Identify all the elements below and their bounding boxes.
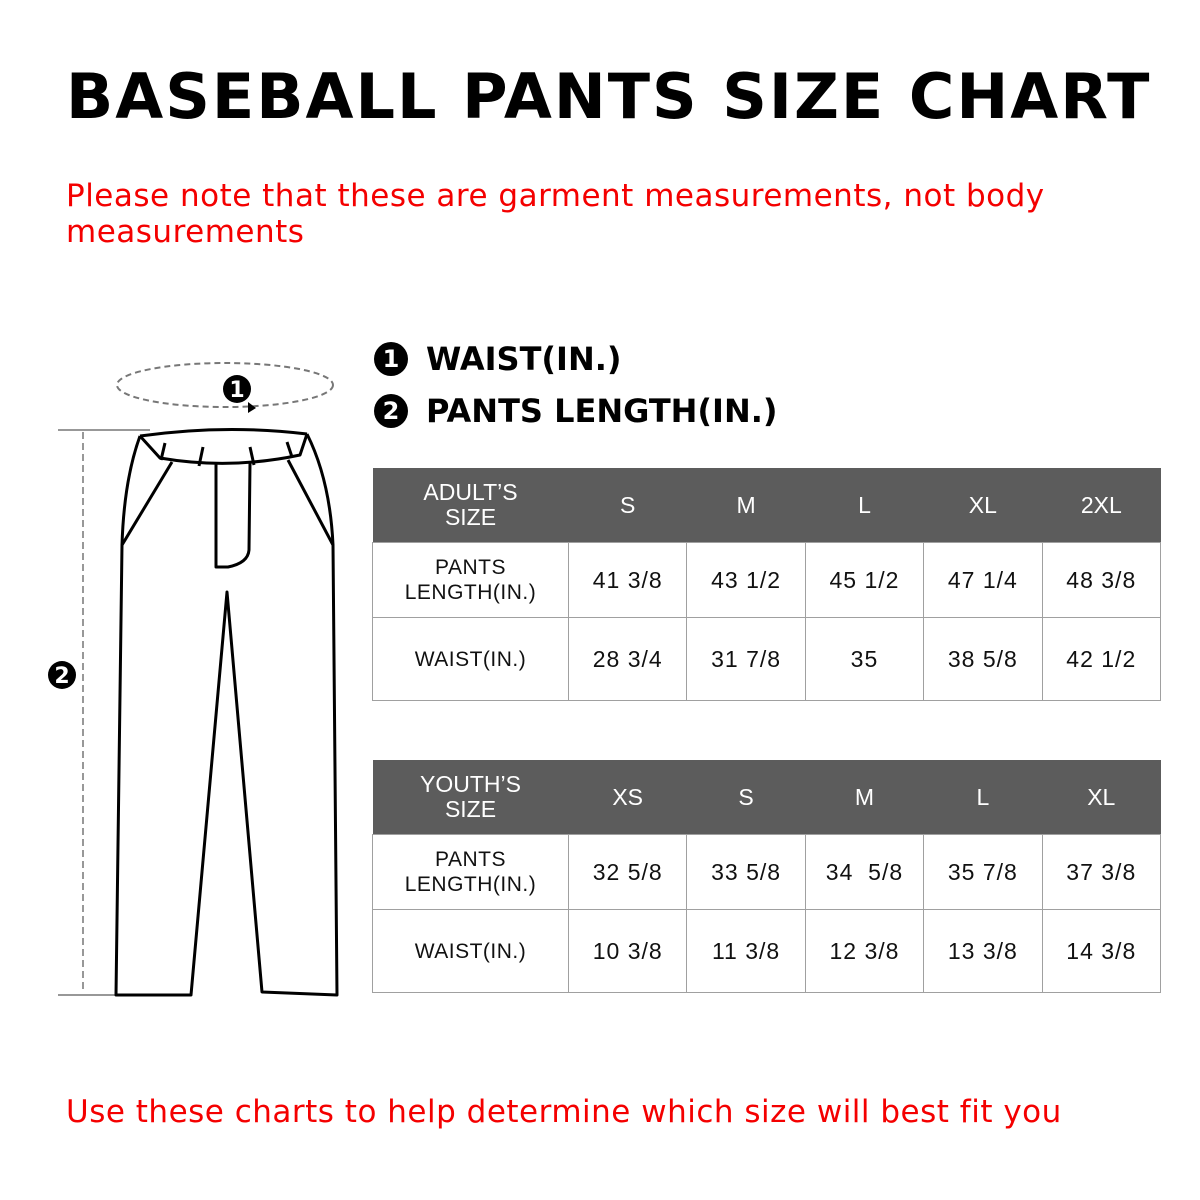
header-cell: L	[923, 760, 1043, 835]
header-cell: M	[686, 468, 806, 543]
table-cell: 14 3/8	[1041, 909, 1162, 993]
legend-label: WAIST(IN.)	[426, 340, 622, 378]
table-cell: 34 5/8	[804, 834, 925, 910]
svg-text:1: 1	[229, 378, 244, 403]
table-row: PANTS LENGTH(IN.) 41 3/8 43 1/2 45 1/2 4…	[372, 542, 1162, 618]
table-row: WAIST(IN.) 28 3/4 31 7/8 35 38 5/8 42 1/…	[372, 617, 1162, 701]
svg-text:2: 2	[54, 664, 69, 689]
row-label: WAIST(IN.)	[372, 617, 569, 701]
table-cell: 37 3/8	[1041, 834, 1162, 910]
circle-1-icon: 1	[374, 342, 408, 376]
arrow-icon	[248, 402, 256, 413]
table-cell: 38 5/8	[923, 617, 1043, 701]
table-cell: 31 7/8	[686, 617, 806, 701]
header-cell: S	[568, 468, 687, 543]
table-row: WAIST(IN.) 10 3/8 11 3/8 12 3/8 13 3/8 1…	[372, 909, 1162, 993]
adult-size-table: ADULT’S SIZE S M L XL 2XL PANTS LENGTH(I…	[372, 468, 1162, 701]
table-cell: 41 3/8	[567, 542, 688, 618]
table-cell: 45 1/2	[804, 542, 925, 618]
youth-size-table: YOUTH’S SIZE XS S M L XL PANTS LENGTH(IN…	[372, 760, 1162, 993]
row-label: PANTS LENGTH(IN.)	[372, 834, 569, 910]
table-cell: 13 3/8	[923, 909, 1043, 993]
table-cell: 42 1/2	[1041, 617, 1162, 701]
row-label: WAIST(IN.)	[372, 909, 569, 993]
table-header-row: YOUTH’S SIZE XS S M L XL	[372, 760, 1161, 835]
table-cell: 43 1/2	[686, 542, 806, 618]
page-title: BASEBALL PANTS SIZE CHART	[66, 60, 1152, 133]
header-cell: L	[805, 468, 924, 543]
header-cell: XL	[1042, 760, 1161, 835]
header-cell: S	[686, 760, 806, 835]
garment-note: Please note that these are garment measu…	[66, 178, 1045, 250]
table-cell: 32 5/8	[567, 834, 688, 910]
header-cell: M	[805, 760, 924, 835]
table-cell: 48 3/8	[1041, 542, 1162, 618]
table-cell: 28 3/4	[567, 617, 688, 701]
circle-2-icon: 2	[48, 661, 76, 689]
legend-length: 2 PANTS LENGTH(IN.)	[374, 392, 778, 430]
legend-label: PANTS LENGTH(IN.)	[426, 392, 778, 430]
header-cell: 2XL	[1042, 468, 1161, 543]
length-measure	[58, 429, 150, 996]
table-cell: 12 3/8	[804, 909, 925, 993]
table-header-row: ADULT’S SIZE S M L XL 2XL	[372, 468, 1161, 543]
header-cell: XL	[923, 468, 1043, 543]
header-cell: ADULT’S SIZE	[372, 468, 569, 543]
pants-diagram: 1 2	[48, 362, 339, 997]
circle-1-icon: 1	[223, 375, 251, 403]
table-row: PANTS LENGTH(IN.) 32 5/8 33 5/8 34 5/8 3…	[372, 834, 1162, 910]
header-cell: YOUTH’S SIZE	[372, 760, 569, 835]
header-cell: XS	[568, 760, 687, 835]
table-cell: 35 7/8	[923, 834, 1043, 910]
pants-outline	[114, 427, 339, 997]
table-cell: 11 3/8	[686, 909, 806, 993]
table-cell: 10 3/8	[567, 909, 688, 993]
table-cell: 33 5/8	[686, 834, 806, 910]
waist-measure-ellipse	[116, 362, 334, 408]
footer-note: Use these charts to help determine which…	[66, 1094, 1062, 1130]
row-label: PANTS LENGTH(IN.)	[372, 542, 569, 618]
table-cell: 35	[804, 617, 925, 701]
table-cell: 47 1/4	[923, 542, 1043, 618]
circle-2-icon: 2	[374, 394, 408, 428]
legend-waist: 1 WAIST(IN.)	[374, 340, 622, 378]
